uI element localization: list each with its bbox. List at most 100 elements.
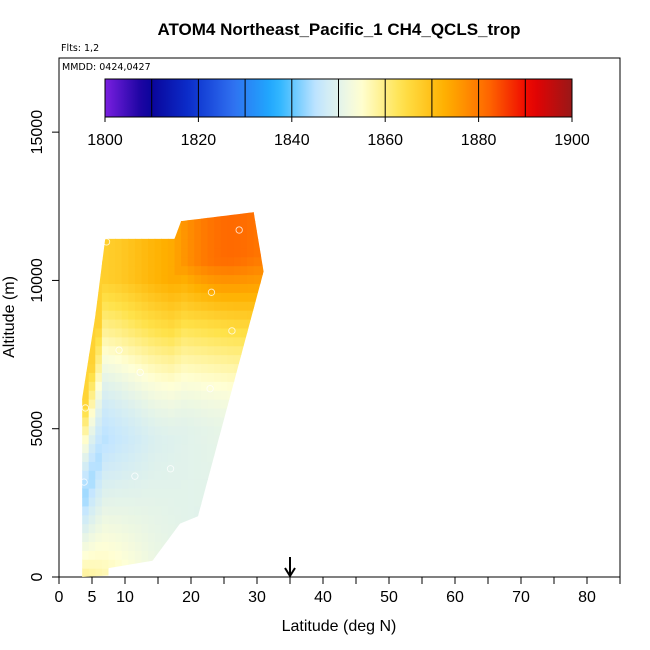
heatmap-cell (141, 390, 149, 400)
heatmap-cell (95, 425, 103, 436)
heatmap-cell (181, 452, 189, 462)
heatmap-cell (200, 452, 209, 462)
heatmap-cell (181, 256, 189, 267)
heatmap-cell (253, 336, 261, 347)
heatmap-cell (141, 523, 149, 534)
heatmap-cell (108, 274, 116, 284)
heatmap-cell (181, 407, 189, 418)
heatmap-cell (220, 247, 228, 258)
heatmap-cell (108, 292, 116, 302)
heatmap-cell (128, 550, 136, 560)
heatmap-cell (187, 416, 195, 427)
heatmap-cell (227, 568, 235, 577)
heatmap-cell (247, 265, 255, 276)
heatmap-cell (174, 479, 182, 489)
heatmap-cell (82, 372, 90, 382)
heatmap-cell (141, 265, 149, 276)
heatmap-cell (161, 443, 169, 454)
heatmap-cell (187, 399, 195, 409)
heatmap-cell (141, 505, 149, 516)
heatmap-cell (200, 479, 209, 489)
heatmap-cell (115, 345, 123, 356)
heatmap-cell (141, 461, 149, 471)
heatmap-cell (134, 345, 143, 356)
heatmap-cell (207, 505, 215, 516)
heatmap-cell (194, 479, 202, 489)
heatmap-cell (95, 514, 103, 525)
heatmap-cell (200, 363, 209, 373)
heatmap-cell (194, 265, 202, 276)
heatmap-cell (194, 230, 202, 240)
heatmap-cell (167, 425, 176, 436)
heatmap-cell (148, 514, 156, 525)
heatmap-cell (194, 496, 202, 507)
heatmap-cell (220, 283, 228, 293)
heatmap-cell (247, 496, 255, 507)
heatmap-cell (260, 336, 264, 347)
heatmap-cell (233, 345, 242, 356)
heatmap-cell (214, 238, 222, 249)
heatmap-cell (128, 505, 136, 516)
heatmap-cell (253, 283, 261, 293)
heatmap-cell (240, 327, 248, 338)
heatmap-cell (108, 230, 116, 240)
heatmap-cell (108, 407, 116, 418)
heatmap-cell (200, 327, 209, 338)
heatmap-cell (154, 283, 162, 293)
heatmap-cell (194, 363, 202, 373)
heatmap-cell (207, 532, 215, 543)
heatmap-cell (88, 274, 96, 284)
y-tick-label: 10000 (29, 258, 46, 303)
colorbar-segment (338, 79, 386, 117)
heatmap-cell (174, 336, 182, 347)
heatmap-cell (200, 514, 209, 525)
heatmap-cell (207, 443, 215, 454)
sample-point (115, 346, 123, 354)
heatmap-cell (187, 541, 195, 551)
heatmap-cell (247, 310, 255, 320)
heatmap-cell (148, 461, 156, 471)
heatmap-cell (115, 292, 123, 302)
heatmap-cell (154, 363, 162, 373)
heatmap-cell (121, 363, 129, 373)
heatmap-cell (95, 550, 103, 560)
heatmap-cell (220, 363, 228, 373)
heatmap-cell (121, 327, 129, 338)
x-tick-label: 80 (578, 589, 596, 606)
heatmap-cell (115, 327, 123, 338)
y-tick-label: 5000 (29, 411, 46, 447)
heatmap-cell (240, 212, 248, 213)
heatmap-cell (214, 283, 222, 293)
heatmap-cell (141, 514, 149, 525)
heatmap-cell (115, 479, 123, 489)
heatmap-cell (141, 470, 149, 480)
heatmap-cell (115, 256, 123, 267)
heatmap-cell (82, 327, 90, 338)
heatmap-cell (95, 301, 103, 311)
heatmap-cell (161, 532, 169, 543)
heatmap-cell (141, 230, 149, 240)
heatmap-cell (260, 425, 264, 436)
y-axis: 0 5000 10000 15000 (29, 110, 59, 581)
heatmap-cell (253, 443, 261, 454)
heatmap-cell (233, 212, 242, 222)
heatmap-cell (141, 310, 149, 320)
heatmap-cell (247, 532, 255, 543)
heatmap-cell (253, 523, 261, 534)
heatmap-cell (220, 221, 228, 231)
heatmap-cell (220, 559, 228, 569)
heatmap-cell (128, 461, 136, 471)
heatmap-cell (181, 265, 189, 276)
heatmap-cell (167, 505, 176, 516)
heatmap-cell (101, 550, 110, 560)
heatmap-cell (240, 230, 248, 240)
heatmap-cell (148, 523, 156, 534)
heatmap-cell (95, 238, 103, 249)
heatmap-cell (101, 514, 110, 525)
heatmap-cell (174, 230, 182, 240)
heatmap-cell (240, 523, 248, 534)
heatmap-cell (240, 256, 248, 267)
heatmap-cell (214, 292, 222, 302)
heatmap-cell (121, 505, 129, 516)
heatmap-cell (88, 399, 96, 409)
